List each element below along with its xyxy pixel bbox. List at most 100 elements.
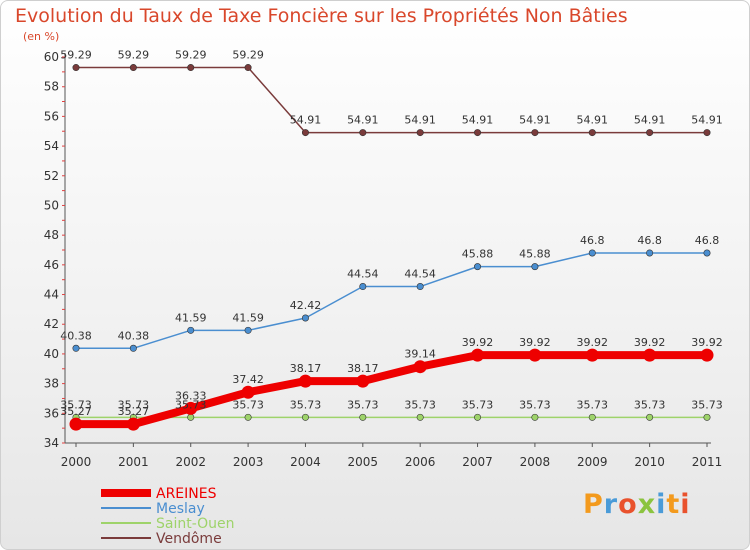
- y-tick-label: 44: [44, 288, 59, 302]
- data-point-areines: [413, 360, 427, 374]
- data-point-meslay: [703, 249, 711, 257]
- data-point-areines: [69, 417, 83, 431]
- data-point-areines: [126, 417, 140, 431]
- data-label-vend-me: 54.91: [577, 114, 609, 127]
- data-label-saint-ouen: 35.73: [175, 398, 207, 411]
- data-label-vend-me: 59.29: [118, 49, 150, 62]
- chart-title: Evolution du Taux de Taxe Foncière sur l…: [15, 5, 628, 27]
- data-label-vend-me: 54.91: [462, 114, 494, 127]
- y-tick-label: 48: [44, 228, 59, 242]
- data-point-areines: [184, 401, 198, 415]
- data-label-saint-ouen: 35.73: [519, 398, 551, 411]
- data-point-meslay: [531, 263, 539, 271]
- legend-label-meslay: Meslay: [156, 501, 205, 517]
- data-label-saint-ouen: 35.73: [634, 398, 666, 411]
- data-point-meslay: [416, 283, 424, 291]
- data-label-vend-me: 59.29: [232, 49, 264, 62]
- data-point-vend-me: [474, 129, 482, 137]
- data-point-vend-me: [646, 129, 654, 137]
- data-label-meslay: 44.54: [404, 268, 436, 281]
- data-label-areines: 39.92: [634, 336, 666, 349]
- data-point-meslay: [129, 344, 137, 352]
- data-label-saint-ouen: 35.73: [404, 398, 436, 411]
- data-label-vend-me: 54.91: [290, 114, 322, 127]
- x-tick-label: 2001: [118, 455, 149, 469]
- data-label-areines: 39.92: [691, 336, 723, 349]
- y-tick-label: 56: [44, 109, 59, 123]
- y-tick-label: 38: [44, 377, 59, 391]
- y-tick-label: 54: [44, 139, 59, 153]
- data-point-meslay: [588, 249, 596, 257]
- data-label-vend-me: 54.91: [404, 114, 436, 127]
- data-label-saint-ouen: 35.73: [347, 398, 379, 411]
- data-label-vend-me: 59.29: [60, 49, 92, 62]
- data-point-meslay: [72, 344, 80, 352]
- data-point-vend-me: [244, 64, 252, 72]
- x-tick-label: 2009: [577, 455, 608, 469]
- data-point-areines: [643, 348, 657, 362]
- data-point-areines: [356, 374, 370, 388]
- data-label-saint-ouen: 35.73: [118, 398, 150, 411]
- data-point-vend-me: [588, 129, 596, 137]
- data-label-meslay: 44.54: [347, 268, 379, 281]
- data-point-vend-me: [72, 64, 80, 72]
- data-label-saint-ouen: 35.73: [462, 398, 494, 411]
- data-label-meslay: 42.42: [290, 299, 322, 312]
- data-label-vend-me: 54.91: [347, 114, 379, 127]
- x-tick-label: 2005: [348, 455, 379, 469]
- y-tick-label: 52: [44, 169, 59, 183]
- x-tick-label: 2010: [634, 455, 665, 469]
- data-label-meslay: 46.8: [580, 234, 605, 247]
- data-label-meslay: 41.59: [175, 311, 207, 324]
- y-tick-label: 34: [44, 436, 59, 450]
- y-tick-label: 50: [44, 198, 59, 212]
- data-point-areines: [471, 348, 485, 362]
- data-label-vend-me: 54.91: [691, 114, 723, 127]
- data-label-meslay: 45.88: [519, 248, 551, 261]
- data-label-saint-ouen: 35.73: [60, 398, 92, 411]
- data-point-areines: [298, 374, 312, 388]
- data-label-areines: 39.92: [577, 336, 609, 349]
- data-point-areines: [700, 348, 714, 362]
- data-label-areines: 35.27: [60, 405, 92, 418]
- data-label-areines: 38.17: [290, 362, 322, 375]
- series-layer: [69, 64, 714, 431]
- data-point-meslay: [646, 249, 654, 257]
- data-point-saint-ouen: [359, 413, 367, 421]
- data-label-areines: 39.14: [404, 348, 436, 361]
- data-label-vend-me: 54.91: [519, 114, 551, 127]
- data-point-vend-me: [301, 129, 309, 137]
- brand-logo: Proxiti: [583, 489, 691, 520]
- x-tick-label: 2007: [462, 455, 493, 469]
- data-point-saint-ouen: [531, 413, 539, 421]
- data-point-areines: [241, 385, 255, 399]
- data-point-meslay: [359, 283, 367, 291]
- y-tick-label: 36: [44, 406, 59, 420]
- data-point-meslay: [301, 314, 309, 322]
- data-label-meslay: 41.59: [232, 311, 264, 324]
- data-label-areines: 39.92: [462, 336, 494, 349]
- series-line-meslay: [75, 252, 708, 350]
- data-label-vend-me: 59.29: [175, 49, 207, 62]
- data-label-meslay: 40.38: [118, 329, 150, 342]
- y-tick-label: 40: [44, 347, 59, 361]
- x-tick-label: 2004: [290, 455, 321, 469]
- data-label-saint-ouen: 35.73: [290, 398, 322, 411]
- data-point-saint-ouen: [588, 413, 596, 421]
- data-point-meslay: [474, 263, 482, 271]
- x-tick-label: 2008: [520, 455, 551, 469]
- legend-label-saint-ouen: Saint-Ouen: [156, 516, 235, 532]
- x-tick-label: 2000: [61, 455, 92, 469]
- data-labels: 35.27 35.27 36.33 37.42 38.17 38.17 39.14 39.92…: [60, 49, 723, 419]
- data-label-areines: 37.42: [232, 373, 264, 386]
- x-tick-label: 2006: [405, 455, 436, 469]
- data-point-saint-ouen: [244, 413, 252, 421]
- data-point-vend-me: [187, 64, 195, 72]
- data-label-areines: 36.33: [175, 389, 207, 402]
- unit-label: (en %): [23, 30, 60, 43]
- x-tick-label: 2003: [233, 455, 264, 469]
- series-line-vend-me: [75, 66, 708, 134]
- data-point-areines: [528, 348, 542, 362]
